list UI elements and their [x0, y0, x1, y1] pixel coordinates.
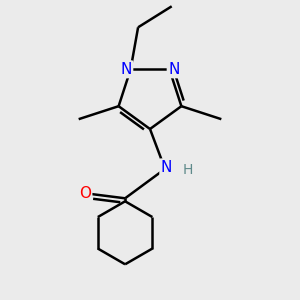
Text: H: H — [182, 164, 193, 177]
Text: N: N — [168, 62, 180, 77]
Text: N: N — [120, 62, 132, 77]
Text: O: O — [79, 186, 91, 201]
Text: N: N — [161, 160, 172, 175]
